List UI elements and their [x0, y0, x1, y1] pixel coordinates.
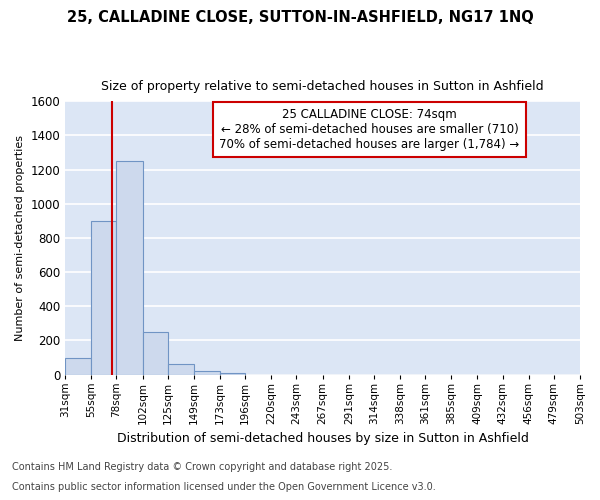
Bar: [143, 332, 167, 374]
Text: 25, CALLADINE CLOSE, SUTTON-IN-ASHFIELD, NG17 1NQ: 25, CALLADINE CLOSE, SUTTON-IN-ASHFIELD,…: [67, 10, 533, 25]
Bar: [91, 221, 116, 374]
Bar: [167, 364, 194, 374]
Text: Contains public sector information licensed under the Open Government Licence v3: Contains public sector information licen…: [12, 482, 436, 492]
Bar: [65, 358, 91, 374]
Text: Contains HM Land Registry data © Crown copyright and database right 2025.: Contains HM Land Registry data © Crown c…: [12, 462, 392, 472]
Y-axis label: Number of semi-detached properties: Number of semi-detached properties: [15, 135, 25, 341]
X-axis label: Distribution of semi-detached houses by size in Sutton in Ashfield: Distribution of semi-detached houses by …: [116, 432, 529, 445]
Bar: [194, 371, 220, 374]
Title: Size of property relative to semi-detached houses in Sutton in Ashfield: Size of property relative to semi-detach…: [101, 80, 544, 93]
Bar: [220, 373, 245, 374]
Text: 25 CALLADINE CLOSE: 74sqm
← 28% of semi-detached houses are smaller (710)
70% of: 25 CALLADINE CLOSE: 74sqm ← 28% of semi-…: [220, 108, 520, 151]
Bar: [116, 161, 143, 374]
